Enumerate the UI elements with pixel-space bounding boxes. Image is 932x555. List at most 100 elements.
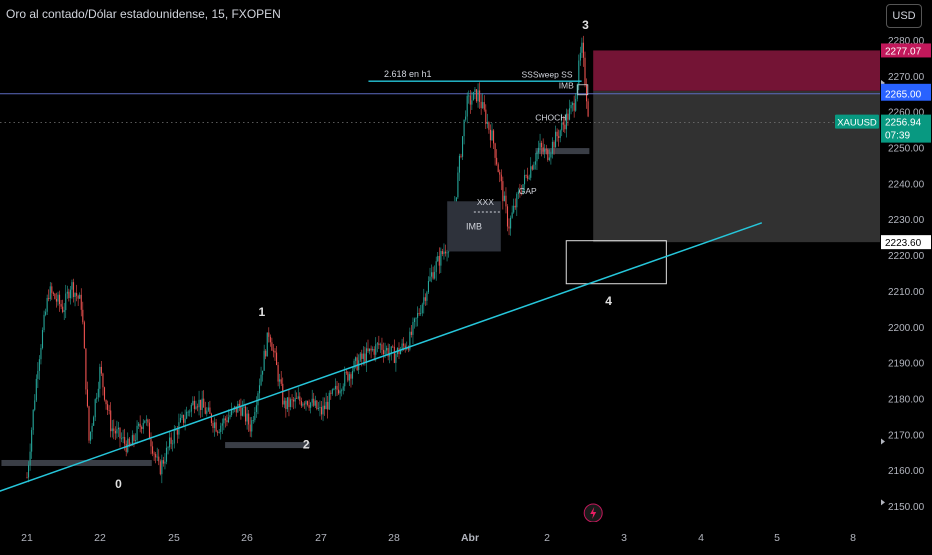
- candle-body: [435, 261, 437, 272]
- candle-body: [586, 84, 588, 102]
- time-tick-label: 8: [850, 532, 856, 544]
- candle-body: [517, 191, 519, 195]
- candle-body: [559, 130, 561, 138]
- candle-body: [241, 407, 243, 416]
- price-tick-label: 2240.00: [888, 179, 925, 190]
- candle-body: [294, 397, 296, 402]
- candle-body: [370, 348, 372, 351]
- candle-body: [57, 294, 59, 302]
- candle-body: [289, 399, 292, 408]
- candle-body: [369, 348, 371, 352]
- candle-body: [373, 349, 375, 355]
- candle-body: [277, 365, 279, 382]
- candle-body: [268, 332, 270, 337]
- candle-body: [575, 98, 577, 111]
- price-tick-label: 2280.00: [888, 36, 925, 47]
- candle-body: [558, 136, 560, 138]
- candle-body: [499, 172, 501, 175]
- chart-title: Oro al contado/Dólar estadounidense, 15,…: [6, 7, 281, 21]
- price-axis[interactable]: 2150.00 2160.00 2170.00 2180.00 2190.00 2200.…: [880, 0, 932, 550]
- annotation-xxx: XXX: [477, 197, 494, 207]
- candle-body: [474, 89, 476, 93]
- candle-body: [34, 400, 36, 410]
- candle-body: [578, 60, 580, 85]
- candle-body: [387, 348, 389, 357]
- candle-body: [429, 276, 431, 282]
- candle-body: [283, 400, 285, 405]
- candle-body: [238, 403, 240, 407]
- candle-body: [480, 101, 482, 109]
- candle-body: [310, 402, 312, 408]
- candle-body: [43, 314, 45, 331]
- candle-body: [520, 193, 522, 194]
- candle-body: [362, 353, 364, 359]
- currency-button[interactable]: USD: [886, 4, 922, 28]
- candle-body: [82, 309, 84, 323]
- candle-body: [572, 103, 574, 105]
- candle-body: [91, 425, 93, 432]
- candle-body: [327, 401, 329, 410]
- candle-body: [293, 399, 295, 402]
- candle-body: [545, 149, 547, 151]
- candle-body: [31, 430, 33, 452]
- candle-body: [548, 157, 550, 161]
- price-badge[interactable]: [881, 235, 931, 250]
- candle-body: [496, 157, 498, 165]
- price-badge[interactable]: [881, 86, 931, 101]
- outline-box[interactable]: [565, 240, 667, 285]
- candle-body: [35, 378, 37, 401]
- candle-body: [105, 399, 107, 405]
- candle-body: [235, 406, 237, 413]
- candle-body: [582, 42, 584, 58]
- candle-body: [468, 95, 470, 97]
- candle-body: [231, 409, 233, 416]
- candle-body: [155, 454, 157, 458]
- candle-body: [423, 297, 425, 305]
- candle-body: [49, 286, 51, 299]
- candle-body: [551, 141, 553, 154]
- candle-body: [29, 451, 31, 466]
- candle-body: [356, 357, 358, 370]
- candle-body: [587, 101, 589, 117]
- candle-body: [71, 282, 73, 290]
- candle-body: [333, 388, 335, 390]
- time-tick-label: 27: [315, 532, 327, 544]
- time-axis[interactable]: 21 22 25 26 27 28 Abr 2 3 4 5 8: [0, 522, 880, 550]
- candle-body: [316, 400, 318, 410]
- time-tick-label: Abr: [461, 532, 479, 544]
- price-tick-label: 2180.00: [888, 394, 925, 405]
- price-badge-label: 2265.00: [885, 90, 922, 101]
- last-price-tag[interactable]: [881, 114, 931, 143]
- candle-body: [409, 331, 411, 350]
- candle-body: [169, 437, 171, 448]
- lightning-icon[interactable]: [583, 503, 603, 523]
- time-tick-label: 5: [774, 532, 780, 544]
- candle-body: [218, 432, 220, 433]
- candle-body: [152, 446, 154, 454]
- candle-body: [276, 352, 278, 366]
- candle-body: [462, 136, 464, 157]
- candle-body: [516, 194, 518, 208]
- price-badge[interactable]: [881, 43, 931, 58]
- annotation-sssweep-ss: SSSweep SS: [521, 70, 572, 80]
- candle-body: [63, 310, 65, 313]
- candle-body: [147, 419, 149, 423]
- price-tick-label: 2170.00: [888, 430, 925, 441]
- candle-body: [52, 292, 54, 294]
- candle-body: [172, 443, 174, 445]
- candle-body: [472, 92, 474, 101]
- candle-body: [338, 389, 340, 394]
- candle-body: [96, 397, 98, 400]
- candle-body: [258, 385, 261, 394]
- imb-box[interactable]: [447, 201, 501, 252]
- trendline[interactable]: [0, 222, 763, 506]
- candle-body: [330, 392, 332, 394]
- candle-body: [262, 370, 264, 375]
- candle-body: [260, 374, 262, 386]
- candle-body: [348, 374, 350, 381]
- candle-body: [505, 195, 507, 207]
- symbol-tag[interactable]: [835, 114, 879, 129]
- candle-body: [393, 346, 395, 363]
